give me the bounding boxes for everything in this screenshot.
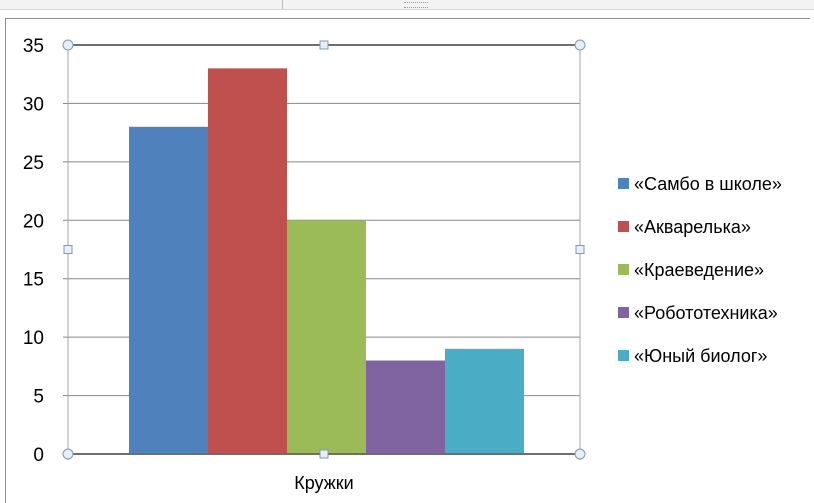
corner-handle (62, 39, 74, 51)
y-tick-label: 10 (23, 328, 44, 349)
legend-label-1: «Самбо в школе» (634, 174, 782, 194)
legend-swatch-5 (618, 350, 629, 361)
window-top-strip (0, 0, 814, 10)
column-divider (282, 0, 283, 9)
corner-handle (62, 448, 74, 460)
bar-3 (287, 220, 366, 454)
x-category-label: Кружки (294, 473, 353, 493)
legend-swatch-2 (618, 221, 629, 232)
resize-grip[interactable] (404, 2, 428, 8)
legend-label-4: «Робототехника» (634, 303, 778, 323)
legend-label-2: «Акварелька» (634, 217, 751, 237)
selection-handles (62, 39, 586, 460)
y-tick-label: 25 (23, 153, 44, 174)
y-tick-label: 20 (23, 211, 44, 232)
y-tick-label: 0 (33, 445, 44, 466)
legend-label-5: «Юный биолог» (634, 346, 767, 366)
side-handle (319, 449, 329, 459)
legend: «Самбо в школе» «Акварелька» «Краеведение»… (618, 174, 782, 366)
corner-handle (574, 39, 586, 51)
y-tick-label: 5 (33, 387, 44, 408)
legend-swatch-4 (618, 307, 629, 318)
legend-swatch-1 (618, 178, 629, 189)
bar-5 (445, 348, 524, 454)
y-tick-label: 15 (23, 270, 44, 291)
corner-handle (574, 448, 586, 460)
side-handle (319, 40, 329, 50)
legend-swatch-3 (618, 264, 629, 275)
legend-label-3: «Краеведение» (634, 260, 764, 280)
side-handle (575, 245, 585, 254)
y-tick-label: 30 (23, 94, 44, 115)
side-handle (63, 245, 73, 254)
bar-2 (208, 68, 287, 454)
y-tick-label: 35 (23, 36, 44, 57)
bars (129, 68, 524, 455)
bar-4 (366, 360, 445, 454)
bar-1 (129, 126, 208, 455)
y-axis-ticks: 0 5 10 15 20 25 30 35 (23, 36, 68, 466)
x-axis-categories: Кружки (294, 473, 353, 493)
